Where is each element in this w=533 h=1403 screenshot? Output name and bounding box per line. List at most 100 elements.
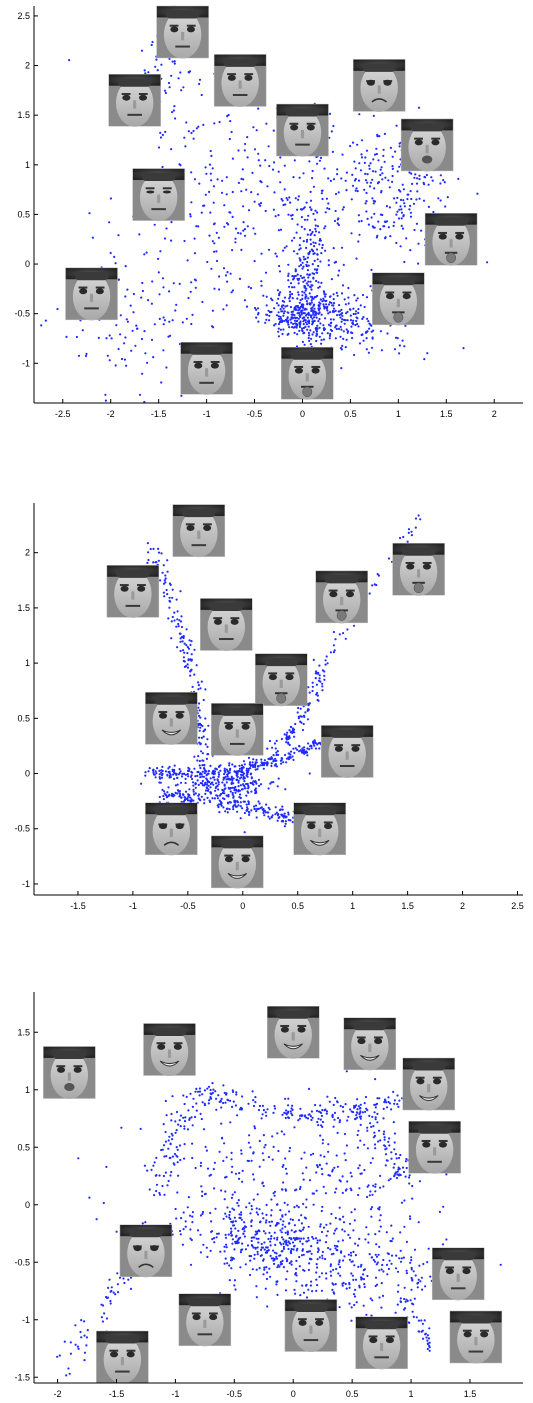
data-point [243,1225,247,1228]
data-point [263,1146,266,1149]
data-point [262,1158,265,1162]
data-point [262,1230,265,1233]
data-point [192,799,195,802]
data-point [203,1089,206,1092]
data-point [299,274,302,277]
data-point [332,318,335,321]
data-point [255,816,258,819]
data-point [287,813,290,816]
data-point [234,801,237,804]
data-point [241,1095,244,1098]
data-point [306,747,309,750]
data-point [358,162,361,165]
data-point [378,135,381,138]
data-point [173,105,176,108]
data-point [235,771,238,774]
x-tick-label: -0.5 [227,1389,243,1399]
data-point [396,1270,400,1273]
data-point [193,755,196,758]
data-point [228,787,232,790]
data-point [155,1156,158,1159]
data-point [429,1275,432,1278]
data-point [77,354,81,357]
data-point [254,1096,257,1099]
data-point [198,1090,202,1093]
data-point [184,1220,187,1223]
data-point [285,1241,288,1244]
data-point [222,806,225,809]
data-point [79,1330,82,1334]
data-point [164,581,167,584]
data-point [307,336,310,340]
data-point [231,215,234,218]
data-point [329,179,332,182]
data-point [341,1228,344,1231]
data-point [403,1308,406,1311]
data-point [164,770,168,773]
data-point [356,1146,359,1149]
data-point [333,1232,336,1235]
data-point [410,534,413,537]
data-point [270,1209,273,1212]
data-point [283,1201,286,1204]
data-point [255,782,258,785]
data-point [349,1171,352,1174]
data-point [273,1231,276,1234]
data-point [234,1227,237,1230]
x-tick-label: 1 [409,1389,414,1399]
data-point [311,320,314,323]
data-point [304,319,307,322]
data-point [298,329,301,332]
data-point [347,296,350,299]
data-point [309,238,312,241]
data-point [286,311,289,314]
data-point [365,1313,368,1316]
data-point [116,1272,119,1275]
data-point [351,1260,354,1263]
data-point [304,1114,307,1117]
data-point [213,287,216,290]
data-point [237,1238,240,1241]
data-point [499,1263,502,1266]
data-point [285,1278,288,1281]
data-point [430,176,433,179]
data-point [233,789,236,792]
data-point [381,172,384,175]
data-point [324,1108,327,1111]
data-point [224,1190,227,1193]
data-point [250,1244,253,1247]
data-point [410,172,413,175]
data-point [68,59,71,62]
data-point [381,1294,385,1297]
data-point [292,1245,296,1248]
data-point [261,1152,264,1155]
data-point [410,1256,413,1259]
data-point [416,190,419,193]
data-point [340,308,343,311]
data-point [281,813,284,817]
data-point [296,223,299,226]
data-point [147,551,150,554]
data-point [117,234,120,237]
data-point [350,232,353,235]
data-point [245,767,248,770]
data-point [301,1228,304,1231]
data-point [155,772,158,775]
data-point [237,781,240,784]
data-point [371,170,375,173]
data-point [346,1119,349,1122]
data-point [190,131,193,135]
data-point [398,208,401,211]
data-point [303,752,306,755]
data-point [299,1240,302,1243]
data-point [106,1296,110,1299]
data-point [239,770,242,773]
data-point [283,1111,286,1114]
data-point [157,559,160,562]
data-point [266,1271,269,1274]
data-point [155,1189,158,1193]
data-point [114,364,117,367]
data-point [284,816,287,819]
data-point [251,764,254,767]
data-point [321,685,324,688]
